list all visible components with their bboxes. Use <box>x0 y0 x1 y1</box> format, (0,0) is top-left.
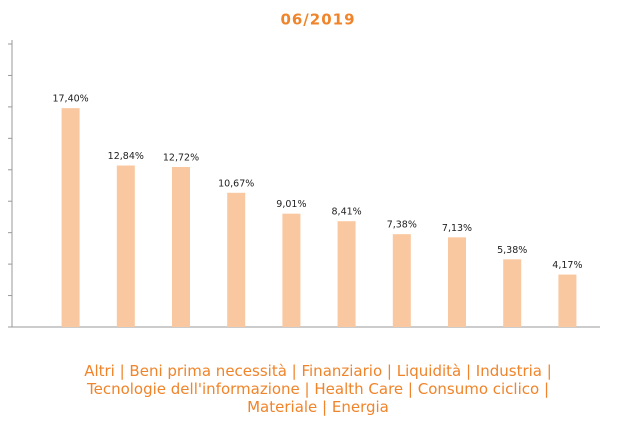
bar <box>172 167 190 327</box>
bar <box>61 108 80 327</box>
value-label: 4,17% <box>552 260 582 271</box>
bar <box>116 165 135 327</box>
value-label: 5,38% <box>497 245 527 256</box>
value-label: 9,01% <box>276 199 306 210</box>
bar <box>448 237 466 327</box>
bar <box>503 259 522 327</box>
bar <box>392 234 411 327</box>
value-label: 10,67% <box>218 178 254 189</box>
category-caption: Altri | Beni prima necessità | Finanziar… <box>84 362 552 416</box>
value-label: 17,40% <box>52 94 88 105</box>
value-label: 7,13% <box>442 223 472 234</box>
bar <box>282 213 301 327</box>
bar <box>558 274 577 327</box>
value-label: 12,84% <box>108 151 144 162</box>
value-label: 12,72% <box>163 153 199 164</box>
bar <box>227 192 246 327</box>
chart-title: 06/2019 <box>280 11 355 29</box>
value-label: 8,41% <box>332 207 362 218</box>
bar <box>337 221 356 327</box>
value-label: 7,38% <box>387 220 417 231</box>
